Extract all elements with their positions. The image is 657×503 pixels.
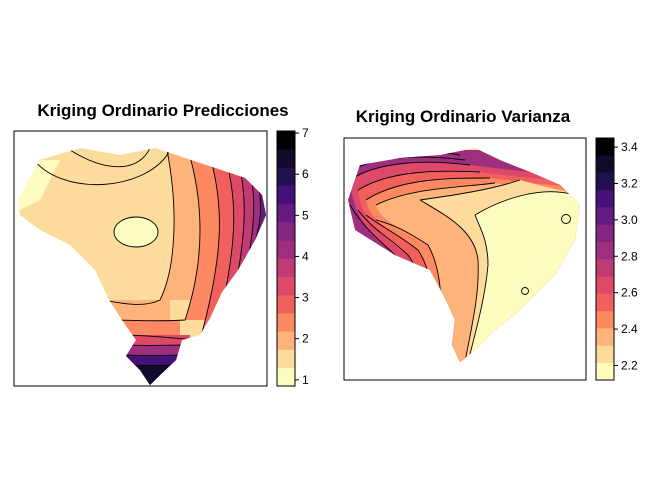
varianza-legend-swatch — [596, 345, 614, 364]
varianza-legend-swatch — [596, 276, 614, 294]
predicciones-legend-frame — [276, 130, 296, 387]
predicciones-plot-frame — [13, 130, 268, 387]
predicciones-legend-swatch — [277, 276, 295, 296]
varianza-title: Kriging Ordinario Varianza — [356, 107, 571, 126]
predicciones-legend-swatch — [277, 203, 295, 223]
predicciones-legend-tick-label: 7 — [302, 126, 309, 140]
varianza-legend-swatch — [596, 328, 614, 346]
varianza-legend-tick-label: 2.2 — [621, 358, 638, 372]
predicciones-legend-swatch — [277, 331, 295, 350]
varianza-legend-swatch — [596, 207, 614, 225]
varianza-legend-ticks: 2.2 2.4 2.6 2.8 3.0 3.2 3.4 — [614, 140, 638, 372]
predicciones-legend-swatch — [277, 149, 295, 168]
varianza-legend-swatch — [596, 172, 614, 191]
predicciones-legend-swatch — [277, 313, 295, 332]
predicciones-legend-swatch — [277, 185, 295, 205]
varianza-legend-swatch — [596, 189, 614, 208]
varianza-legend-tick-label: 2.6 — [621, 286, 638, 300]
predicciones-legend-ticks: 1 2 3 4 5 6 7 — [295, 126, 309, 387]
varianza-legend: 2.2 2.4 2.6 2.8 3.0 3.2 3.4 — [595, 137, 638, 381]
varianza-legend-swatch — [596, 155, 614, 173]
predicciones-legend-swatch — [277, 240, 295, 259]
predicciones-legend-swatch — [277, 167, 295, 186]
predicciones-legend-swatch — [277, 349, 295, 369]
predicciones-legend-swatch — [277, 222, 295, 241]
varianza-legend-tick-label: 3.0 — [621, 213, 638, 227]
predicciones-map — [18, 148, 266, 385]
varianza-legend-swatch — [596, 293, 614, 312]
predicciones-legend-tick-label: 4 — [302, 249, 309, 263]
predicciones-legend-tick-label: 6 — [302, 167, 309, 181]
varianza-legend-tick-label: 2.4 — [621, 322, 638, 336]
predicciones-legend-tick-label: 1 — [302, 373, 309, 387]
predicciones-legend-swatches — [277, 131, 295, 387]
varianza-map — [348, 148, 580, 362]
predicciones-title: Kriging Ordinario Predicciones — [37, 101, 288, 120]
varianza-legend-tick-label: 2.8 — [621, 249, 638, 263]
predicciones-legend-tick-label: 5 — [302, 208, 309, 222]
varianza-legend-swatch — [596, 138, 614, 156]
predicciones-legend: 1 2 3 4 5 6 7 — [276, 126, 309, 387]
varianza-plot-frame — [343, 137, 587, 381]
predicciones-legend-tick-label: 2 — [302, 332, 309, 346]
varianza-legend-swatch — [596, 224, 614, 243]
predicciones-legend-swatch — [277, 258, 295, 278]
varianza-legend-swatch — [596, 310, 614, 329]
varianza-legend-swatch — [596, 241, 614, 260]
predicciones-legend-tick-label: 3 — [302, 291, 309, 305]
varianza-legend-tick-label: 3.4 — [621, 140, 638, 154]
varianza-legend-tick-label: 3.2 — [621, 176, 638, 190]
varianza-panel: Kriging Ordinario Varianza — [343, 107, 638, 381]
varianza-legend-swatches — [596, 138, 614, 381]
predicciones-panel: Kriging Ordinario Predicciones — [13, 101, 309, 387]
predicciones-legend-swatch — [277, 294, 295, 314]
predicciones-legend-swatch — [277, 131, 295, 150]
predicciones-legend-swatch — [277, 367, 295, 387]
varianza-legend-swatch — [596, 259, 614, 277]
varianza-legend-frame — [595, 137, 615, 381]
varianza-legend-swatch — [596, 362, 614, 381]
